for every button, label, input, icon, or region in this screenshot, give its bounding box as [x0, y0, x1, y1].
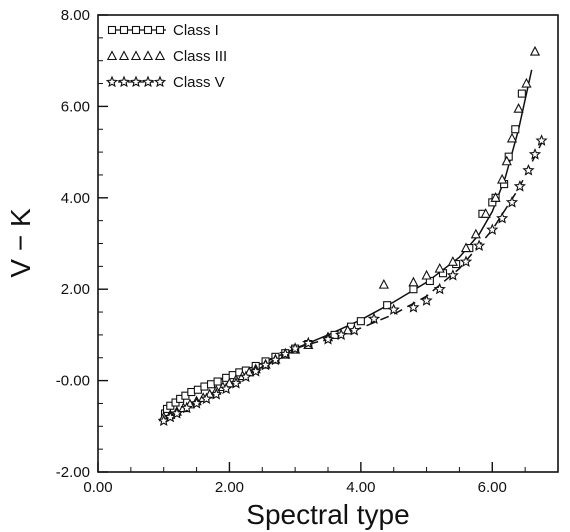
- x-tick-label: 6.00: [478, 479, 507, 496]
- class-v-point: [249, 365, 262, 377]
- class-iii-point: [521, 77, 532, 88]
- class-v-point: [446, 269, 459, 281]
- class-v-point: [348, 323, 361, 336]
- class-v-point: [473, 239, 486, 251]
- class-iii-point: [408, 276, 419, 287]
- legend-label-class-iii: Class III: [173, 48, 227, 65]
- class-i-point: [200, 382, 209, 391]
- legend-marker-class-v: [153, 75, 167, 88]
- class-v-point: [170, 407, 183, 419]
- class-i-point: [356, 317, 365, 326]
- y-tick-label: 8.00: [61, 7, 90, 24]
- class-i-point: [511, 125, 520, 134]
- class-i-point: [193, 385, 202, 394]
- class-v-point: [259, 358, 272, 371]
- legend-marker-class-i: [143, 25, 153, 35]
- class-i-point: [383, 301, 392, 310]
- class-iii-point: [497, 173, 508, 184]
- class-v-point: [229, 376, 243, 389]
- legend-marker-class-i: [119, 25, 129, 35]
- legend-marker-class-i: [155, 25, 165, 35]
- class-i-point: [213, 377, 222, 386]
- class-iii-point: [421, 269, 432, 280]
- legend-marker-class-iii: [118, 50, 130, 61]
- class-iii-point: [434, 262, 445, 273]
- class-v-point: [239, 370, 252, 383]
- class-v-point: [528, 147, 542, 160]
- class-v-point: [535, 134, 548, 146]
- class-iii-point: [490, 192, 501, 202]
- class-iii-point: [470, 228, 481, 239]
- class-v-point: [220, 382, 233, 395]
- class-i-point: [409, 285, 418, 294]
- class-v-point: [321, 333, 335, 345]
- y-tick-label: 2.00: [61, 281, 90, 298]
- legend: Class I Class III Class V: [105, 22, 227, 91]
- fit-curves: [163, 69, 543, 422]
- class-v-point: [387, 303, 400, 315]
- legend-marker-class-iii: [106, 50, 118, 61]
- class-v-point: [279, 347, 292, 360]
- class-iii-point: [480, 208, 491, 218]
- legend-marker-class-v: [105, 75, 119, 88]
- class-v-point: [289, 342, 302, 354]
- legend-label-class-v: Class V: [173, 74, 225, 91]
- class-v-point: [190, 396, 203, 409]
- class-i-point: [517, 89, 526, 98]
- class-v-point: [505, 195, 519, 208]
- class-iii-point: [378, 278, 389, 289]
- legend-marker-class-iii: [130, 50, 142, 61]
- class-iii-point: [513, 103, 524, 113]
- legend-marker-class-v: [141, 75, 155, 88]
- class-v-point: [513, 179, 526, 192]
- class-v-point: [433, 282, 446, 295]
- legend-marker-class-i: [131, 25, 141, 35]
- x-tick-label: 2.00: [215, 479, 244, 496]
- x-axis-title: Spectral type: [246, 499, 409, 530]
- class-iii-point: [447, 256, 458, 266]
- y-tick-label: -2.00: [56, 464, 90, 481]
- class-i-point: [187, 387, 196, 397]
- class-v-point: [210, 387, 223, 400]
- axis-ticks: 0.00 2.00 4.00 6.00 -2.00 -0.00 2.00 4.00 6.00 8.…: [56, 7, 559, 496]
- fit-curve-class-v: [163, 142, 543, 422]
- x-tick-label: 0.00: [83, 479, 112, 496]
- y-tick-label: 4.00: [61, 190, 90, 207]
- class-v-point: [486, 223, 499, 235]
- class-iii-point: [506, 132, 518, 143]
- class-iii-point: [501, 155, 512, 166]
- class-v-point: [180, 401, 193, 414]
- class-v-point: [420, 294, 433, 306]
- class-v-point: [459, 255, 473, 267]
- class-v-point: [200, 392, 213, 405]
- y-tick-label: -0.00: [56, 373, 90, 390]
- legend-marker-class-v: [129, 75, 143, 88]
- class-iii-point: [529, 45, 541, 56]
- legend-marker-class-iii: [154, 50, 166, 61]
- class-v-point: [522, 163, 535, 176]
- class-v-point: [496, 212, 509, 224]
- class-iii-point: [460, 242, 472, 253]
- y-axis-title: V − K: [5, 208, 36, 278]
- class-v-point: [335, 328, 348, 341]
- legend-marker-class-v: [117, 75, 131, 88]
- class-i-point: [206, 380, 216, 389]
- class-v-point: [367, 312, 381, 325]
- legend-marker-class-i: [107, 25, 117, 35]
- class-v-point: [269, 353, 282, 366]
- x-tick-label: 4.00: [346, 479, 375, 496]
- y-tick-label: 6.00: [61, 98, 90, 115]
- class-v-point: [302, 336, 315, 349]
- legend-marker-class-iii: [142, 50, 154, 61]
- data-points: [157, 45, 548, 427]
- class-v-point: [407, 301, 420, 313]
- fit-curve-class-i: [163, 69, 533, 411]
- class-iii-point: [342, 324, 353, 335]
- legend-label-class-i: Class I: [173, 22, 219, 39]
